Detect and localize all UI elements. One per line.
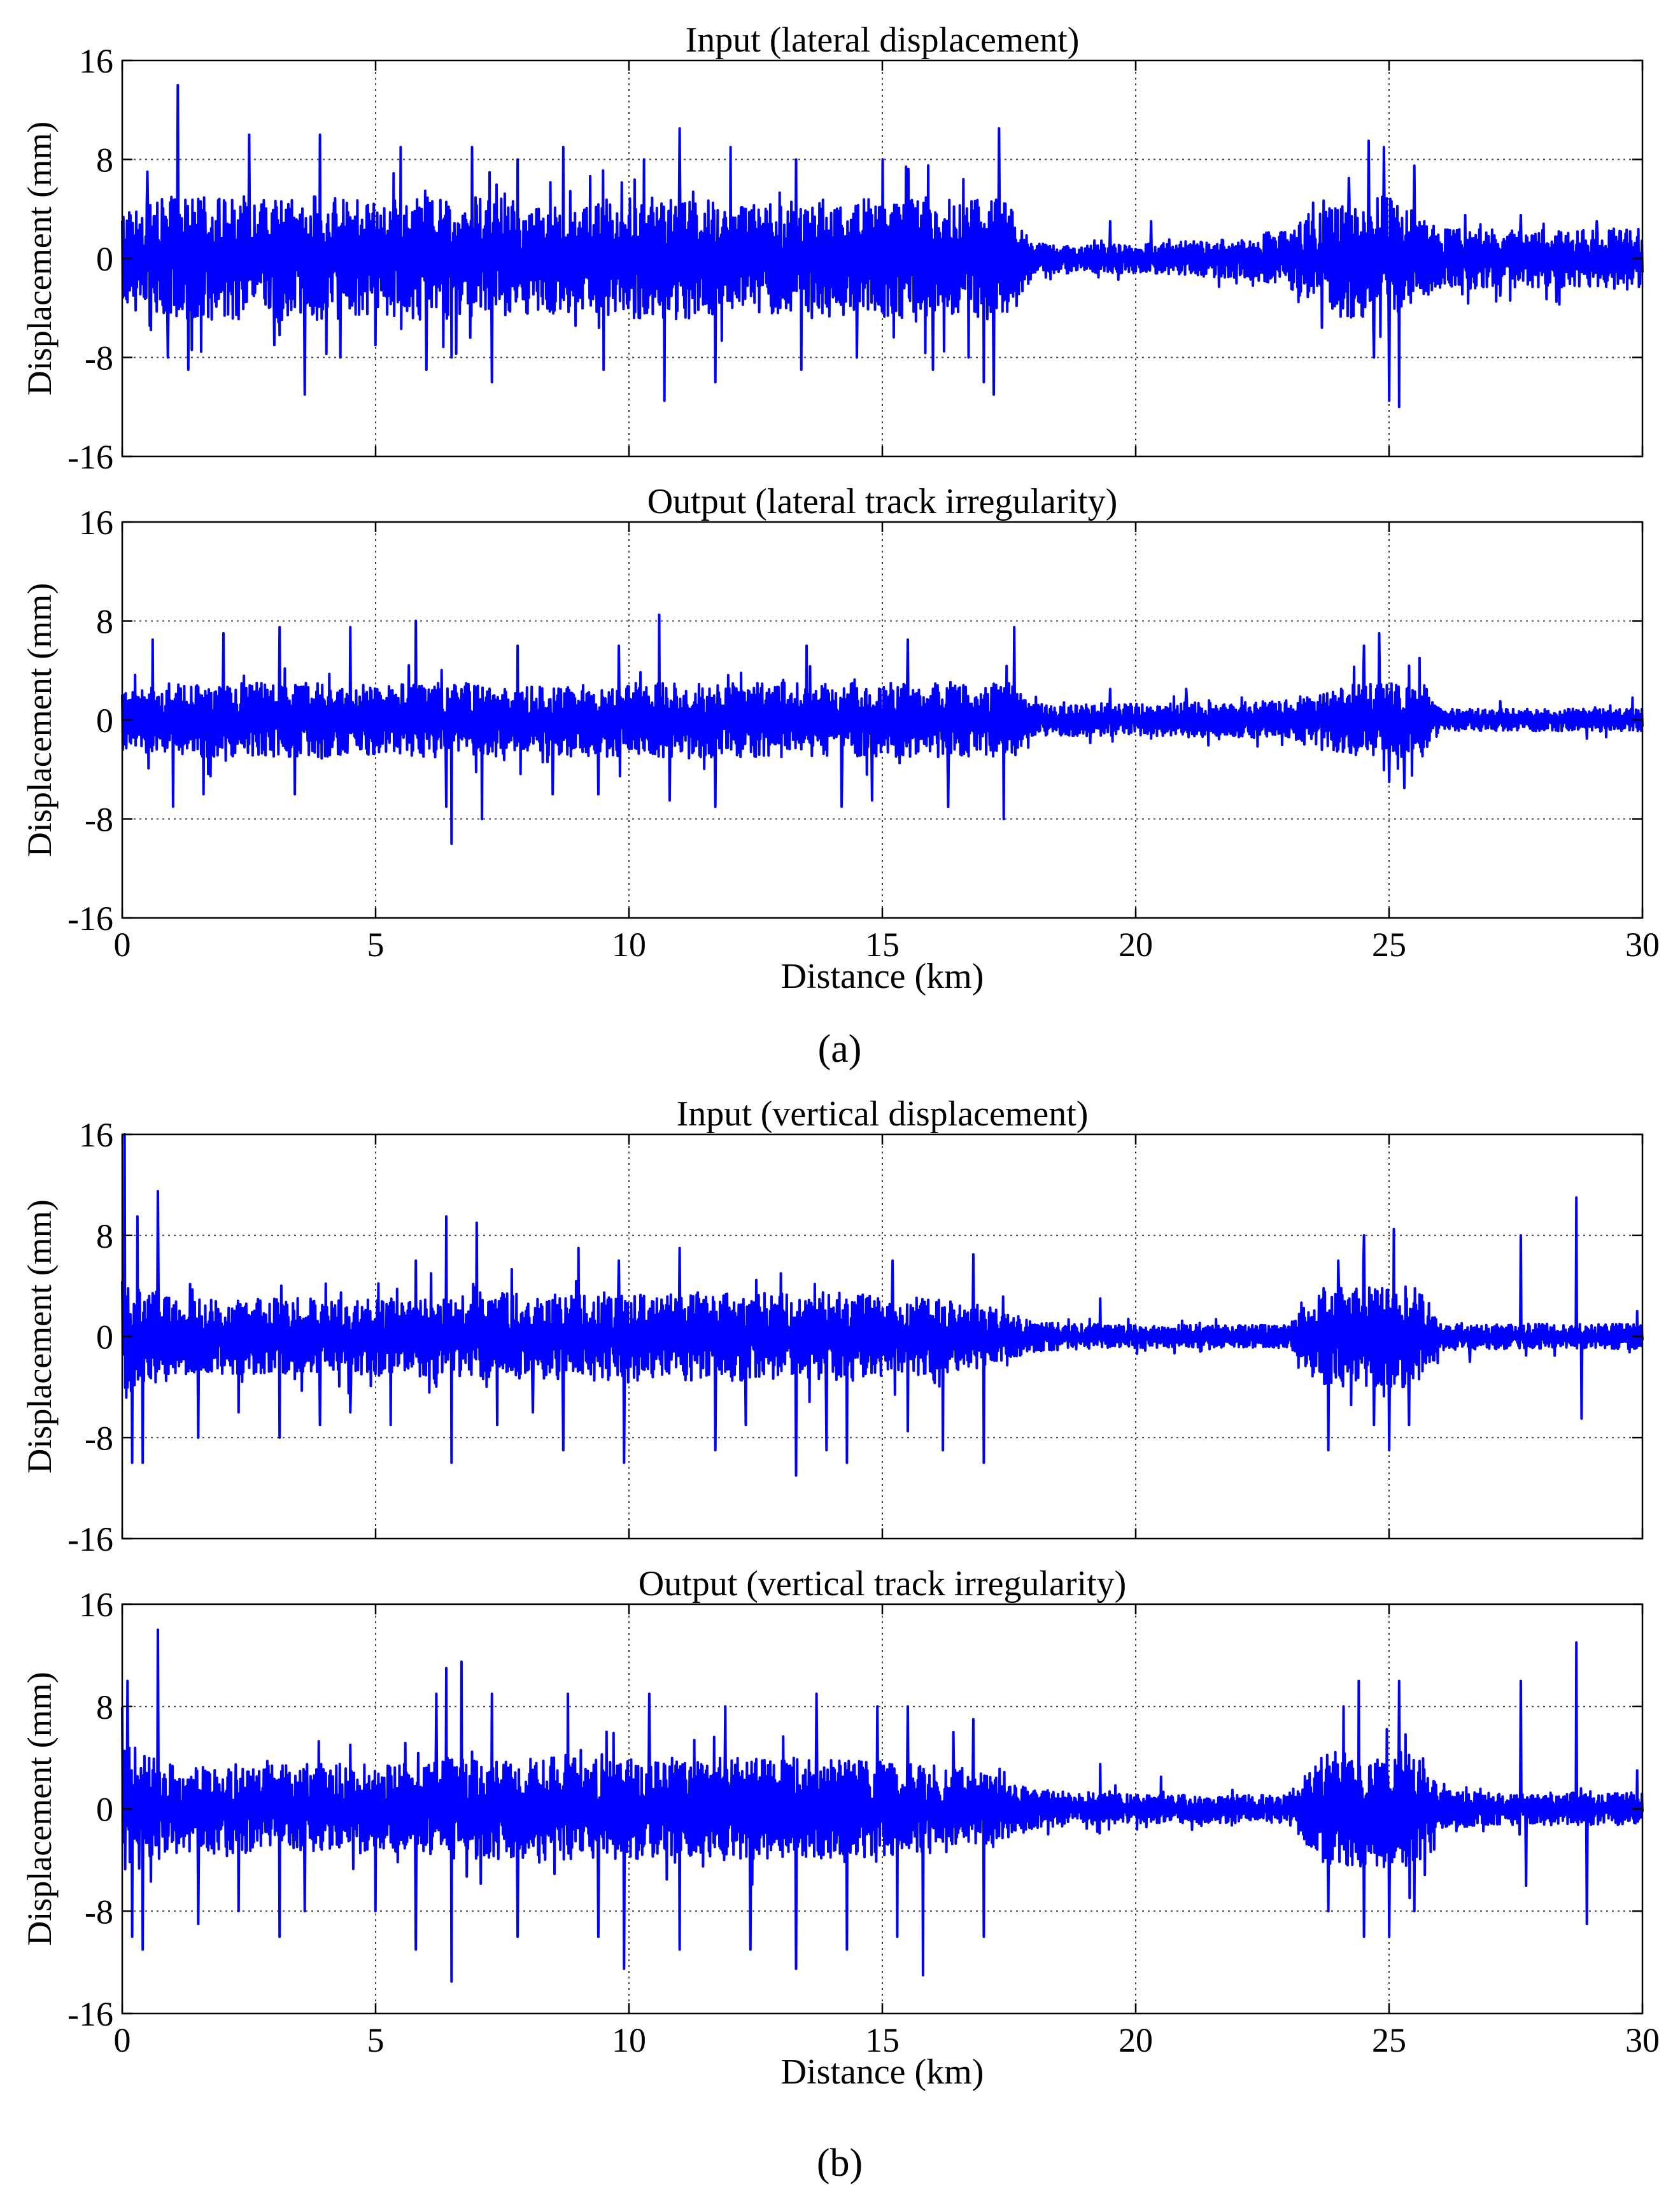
chart-title: Output (vertical track irregularity) [639,1564,1127,1604]
x-tick-label: 25 [1372,2021,1406,2059]
x-tick-label: 10 [612,2021,646,2059]
x-tick-label: 30 [1625,926,1660,964]
x-tick-label: 5 [367,926,385,964]
x-tick-label: 15 [865,2021,900,2059]
y-axis-label: Displacement (mm) [20,583,59,857]
chart-output-vertical-track-irregularity: -16 -8 0 8 16 0 5 10 15 20 25 30 Output (vertical tr… [20,1564,1660,2092]
x-tick-label: 0 [114,926,131,964]
y-tick-label: -16 [67,899,113,938]
chart-title: Output (lateral track irregularity) [647,482,1118,521]
y-tick-label: 16 [79,42,113,80]
y-tick-label: -16 [67,1520,113,1558]
x-tick-label: 15 [865,926,900,964]
y-tick-label: 16 [79,504,113,542]
x-axis-label: Distance (km) [781,957,984,996]
x-tick-label: 10 [612,926,646,964]
y-tick-label: -8 [85,339,113,377]
panel-label-b: (b) [817,2141,863,2185]
y-axis-label: Displacement (mm) [20,122,59,395]
y-tick-label: 0 [96,1791,113,1829]
y-axis-label: Displacement (mm) [20,1672,59,1945]
panel-label-a: (a) [818,1027,862,1071]
y-tick-label: 8 [96,1217,113,1255]
y-tick-label: -8 [85,801,113,839]
signal-line [121,83,1644,409]
chart-title: Input (lateral displacement) [686,20,1080,60]
y-tick-label: -8 [85,1419,113,1457]
y-tick-label: 16 [79,1586,113,1624]
y-tick-label: -8 [85,1893,113,1931]
y-tick-label: 8 [96,1688,113,1726]
chart-input-lateral-displacement: -16 -8 0 8 16 Input (lateral displacement) Dis… [20,20,1644,476]
y-tick-label: 0 [96,240,113,278]
signal-line [121,613,1644,845]
chart-title: Input (vertical displacement) [677,1094,1089,1134]
x-tick-label: 25 [1372,926,1406,964]
signal-line [121,1133,1644,1477]
x-tick-label: 5 [367,2021,385,2059]
x-tick-label: 0 [114,2021,131,2059]
chart-output-lateral-track-irregularity: -16 -8 0 8 16 0 5 10 15 20 25 30 Output (lateral tra… [20,482,1660,996]
y-tick-label: -16 [67,1995,113,2033]
chart-input-vertical-displacement: -16 -8 0 8 16 Input (vertical displacement) Di… [20,1094,1644,1558]
x-tick-label: 20 [1119,2021,1153,2059]
y-axis-label: Displacement (mm) [20,1199,59,1473]
x-axis-label: Distance (km) [781,2052,984,2092]
y-tick-label: -16 [67,438,113,476]
y-tick-label: 0 [96,1318,113,1357]
y-tick-label: 0 [96,702,113,740]
x-tick-label: 20 [1119,926,1153,964]
y-tick-label: 16 [79,1116,113,1154]
x-tick-label: 30 [1625,2021,1660,2059]
y-tick-label: 8 [96,141,113,180]
y-tick-label: 8 [96,603,113,641]
signal-line [121,1628,1644,1983]
